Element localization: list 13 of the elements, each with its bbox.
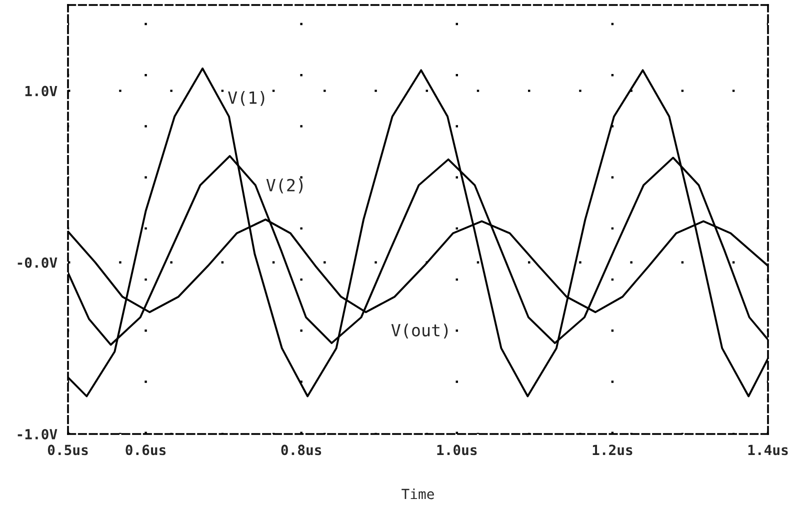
series-label: V(1) — [228, 91, 264, 106]
x-tick-label: 1.0us — [437, 444, 477, 456]
y-tick-label: -1.0V — [18, 428, 58, 440]
series-label: V(out) — [391, 324, 448, 338]
y-tick-label: 1.0V — [25, 86, 58, 96]
x-tick-label: 0.5us — [48, 444, 88, 456]
series-label: V(2) — [266, 178, 303, 194]
x-tick-label: 1.2us — [592, 444, 632, 456]
x-tick-label: 0.6us — [126, 444, 166, 456]
x-axis-title: Time — [402, 488, 434, 500]
y-tick-label: -0.0V — [18, 257, 58, 268]
x-tick-label: 0.8us — [281, 444, 322, 456]
x-tick-label: 1.4us — [748, 444, 788, 456]
